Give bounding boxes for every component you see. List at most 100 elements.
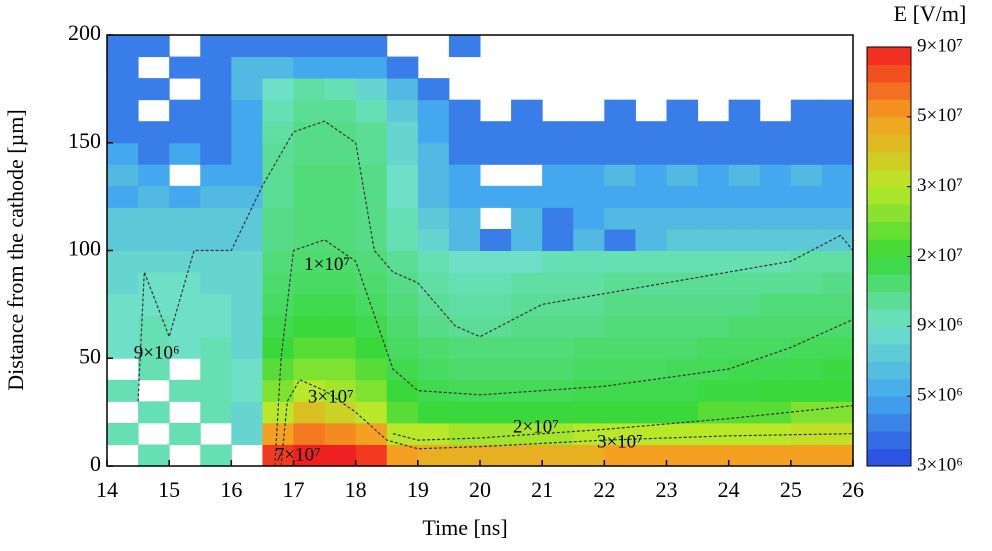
- colorbar-band: [867, 361, 911, 380]
- heat-cell: [448, 250, 481, 273]
- heat-cell: [324, 142, 357, 165]
- heat-cell: [324, 250, 357, 273]
- heat-cell: [169, 336, 201, 359]
- heat-cell: [200, 379, 232, 402]
- y-tick-label: 0: [90, 451, 101, 476]
- heat-cell: [262, 228, 294, 251]
- heat-cell: [200, 99, 232, 122]
- heat-cell: [231, 121, 263, 144]
- contours: 9×10⁶ 1×10⁷ 3×10⁷ 7×10⁷ 2×10⁷ 3×10⁷: [134, 120, 854, 467]
- heat-cell: [697, 121, 730, 144]
- heat-cell: [355, 315, 388, 338]
- heat-cell: [728, 358, 761, 381]
- heat-cell: [604, 358, 636, 381]
- contour-label: 1×10⁷: [304, 254, 350, 275]
- heat-cell: [386, 56, 419, 79]
- heat-cell: [604, 293, 636, 316]
- heat-cell: [107, 207, 139, 230]
- heat-cell: [107, 56, 139, 79]
- heat-cell: [324, 35, 357, 58]
- heat-cell: [728, 207, 761, 230]
- heat-cell: [666, 250, 699, 273]
- heat-cell: [169, 379, 201, 402]
- heat-cell: [604, 99, 636, 122]
- heat-cell: [138, 142, 170, 165]
- heat-cell: [821, 272, 854, 295]
- colorbar-band: [867, 273, 911, 292]
- heat-cell: [511, 99, 543, 122]
- heat-cell: [573, 422, 605, 445]
- colorbar-tick-label: 3×10⁶: [917, 454, 963, 475]
- heat-cell: [759, 422, 792, 445]
- x-tick-label: 20: [469, 477, 491, 502]
- contour-line: [280, 379, 854, 467]
- heat-cell: [138, 293, 170, 316]
- heat-cell: [231, 185, 263, 208]
- heat-cell: [386, 444, 419, 467]
- heat-cell: [480, 358, 512, 381]
- heat-cell: [107, 379, 139, 402]
- heat-cell: [293, 142, 326, 165]
- heat-cell: [604, 228, 636, 251]
- heat-cell: [666, 315, 699, 338]
- heat-cell: [169, 250, 201, 273]
- heat-cell: [293, 121, 326, 144]
- heat-cell: [511, 444, 543, 467]
- heatmap: [107, 35, 854, 467]
- contour-label: 7×10⁷: [275, 444, 321, 465]
- heat-cell: [759, 164, 792, 187]
- heat-cell: [821, 336, 854, 359]
- heat-cell: [697, 293, 730, 316]
- heat-cell: [790, 293, 823, 316]
- heat-cell: [790, 250, 823, 273]
- heat-cell: [821, 99, 854, 122]
- heat-cell: [107, 315, 139, 338]
- heat-cell: [573, 142, 605, 165]
- heat-cell: [324, 444, 357, 467]
- heat-cell: [666, 422, 699, 445]
- contour-line: [137, 120, 854, 402]
- y-axis-title: Distance from the cathode [µm]: [3, 109, 28, 390]
- heat-cell: [231, 293, 263, 316]
- heat-cell: [138, 164, 170, 187]
- heat-cell: [635, 121, 667, 144]
- heat-cell: [293, 401, 326, 424]
- x-tick-label: 14: [96, 477, 118, 502]
- heat-cell: [169, 56, 201, 79]
- heat-cell: [759, 293, 792, 316]
- heat-cell: [386, 164, 419, 187]
- heat-cell: [107, 142, 139, 165]
- heat-cell: [666, 379, 699, 402]
- heat-cell: [231, 78, 263, 101]
- heat-cell: [262, 401, 294, 424]
- heat-cell: [821, 121, 854, 144]
- heat-cell: [107, 99, 139, 122]
- heat-cell: [324, 315, 357, 338]
- heat-cell: [138, 336, 170, 359]
- x-tick-label: 21: [531, 477, 553, 502]
- heat-cell: [169, 315, 201, 338]
- heat-cell: [790, 207, 823, 230]
- heat-cell: [542, 250, 574, 273]
- heat-cell: [293, 99, 326, 122]
- heat-cell: [697, 185, 730, 208]
- heat-cell: [417, 358, 450, 381]
- heat-cell: [728, 401, 761, 424]
- heat-cell: [386, 185, 419, 208]
- heat-cell: [635, 207, 667, 230]
- heat-cell: [324, 99, 357, 122]
- heat-cell: [107, 35, 139, 58]
- heat-cell: [604, 142, 636, 165]
- colorbar-tick-label: 9×10⁷: [917, 35, 963, 56]
- colorbar-band: [867, 47, 911, 65]
- heat-cell: [790, 336, 823, 359]
- heat-cell: [635, 315, 667, 338]
- heat-cell: [262, 121, 294, 144]
- heat-cell: [417, 336, 450, 359]
- heat-cell: [542, 164, 574, 187]
- heat-cell: [542, 444, 574, 467]
- heat-cell: [138, 444, 170, 467]
- heat-cell: [480, 142, 512, 165]
- heat-cell: [480, 228, 512, 251]
- heat-cell: [169, 293, 201, 316]
